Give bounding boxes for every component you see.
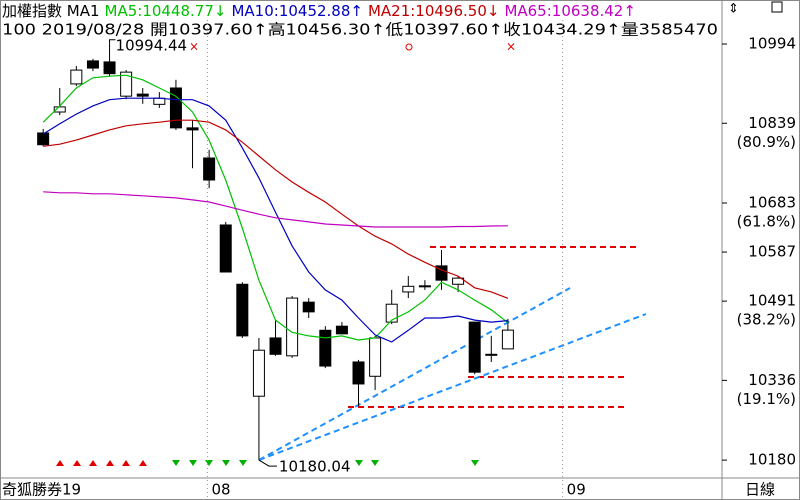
high-annotation: 10994.44: [116, 36, 188, 54]
candle-body: [70, 69, 83, 85]
annotation-leader: [258, 459, 277, 467]
candle-body: [369, 337, 382, 377]
marker-x: ×: [506, 40, 516, 54]
ma-line: [42, 74, 509, 341]
candle-body: [252, 349, 265, 397]
support-lines: [348, 246, 640, 408]
candle-body: [335, 325, 348, 335]
y-tick-label: 10683: [748, 193, 796, 211]
triangle-up: [56, 460, 147, 466]
legend-entry: MA65:10638.42↑: [504, 2, 635, 20]
title: 加權指數 MA1: [2, 2, 100, 20]
candle-body: [269, 337, 282, 355]
icon-box[interactable]: [771, 1, 783, 13]
candle-body: [501, 329, 514, 350]
ma-line: [43, 191, 508, 228]
y-tick-label: 10587: [748, 243, 796, 261]
low-annotation: 10180.04: [279, 458, 351, 476]
fib-label: (80.9%): [737, 133, 796, 151]
candle-body: [236, 283, 249, 337]
candle-body: [53, 106, 66, 113]
candle-body: [186, 127, 199, 131]
brand: 奇狐勝券19: [2, 481, 81, 499]
candle-body: [286, 297, 299, 357]
y-tick-label: 10839: [748, 114, 796, 132]
candle-body: [302, 301, 315, 313]
fib-label: (38.2%): [737, 311, 796, 329]
trend-line: [258, 313, 647, 461]
marker-o: [405, 43, 413, 51]
info-line: 100 2019/08/28 開10397.60↑高10456.30↑低1039…: [2, 21, 718, 39]
candle-body: [402, 285, 415, 293]
candle-body: [452, 277, 465, 285]
y-tick-label: 10180: [748, 451, 796, 469]
annotation-leader: [109, 39, 116, 44]
legend-entry: MA5:10448.77↓: [105, 2, 227, 20]
candle-body: [37, 132, 50, 146]
candle-body: [120, 71, 133, 97]
fib-label: (19.1%): [737, 390, 796, 408]
legend-entry: MA21:10496.50↓: [368, 2, 499, 20]
candle-body: [468, 321, 481, 373]
ma-line: [43, 119, 509, 299]
x-tick-label: 09: [567, 481, 586, 499]
candle-body: [203, 157, 216, 181]
signal-up: [56, 460, 147, 466]
legend-entry: MA10:10452.88↑: [231, 2, 362, 20]
candle-body: [418, 285, 431, 288]
y-tick-label: 10336: [748, 371, 796, 389]
candle-body: [485, 353, 498, 356]
candle-body: [86, 60, 99, 69]
fib-label: (61.8%): [737, 212, 796, 230]
trend-lines: [258, 287, 647, 461]
period: 日線: [745, 481, 775, 499]
candle-body: [435, 265, 448, 281]
candle-body: [219, 224, 232, 273]
ma-line: [42, 97, 508, 343]
candle-body: [169, 87, 182, 129]
candle-body: [136, 93, 149, 97]
icon-arrows[interactable]: ⇕: [728, 2, 739, 17]
candle-body: [352, 361, 365, 385]
y-tick-label: 10491: [748, 292, 796, 310]
candle-body: [319, 329, 332, 367]
header-line: 加權指數 MA1 MA5:10448.77↓ MA10:10452.88↑ MA21:…: [2, 2, 636, 20]
x-tick-label: 08: [211, 481, 230, 499]
marker-x: ×: [189, 40, 199, 54]
y-tick-label: 10994: [748, 35, 796, 53]
candle-body: [103, 61, 116, 75]
candle-body: [385, 303, 398, 323]
